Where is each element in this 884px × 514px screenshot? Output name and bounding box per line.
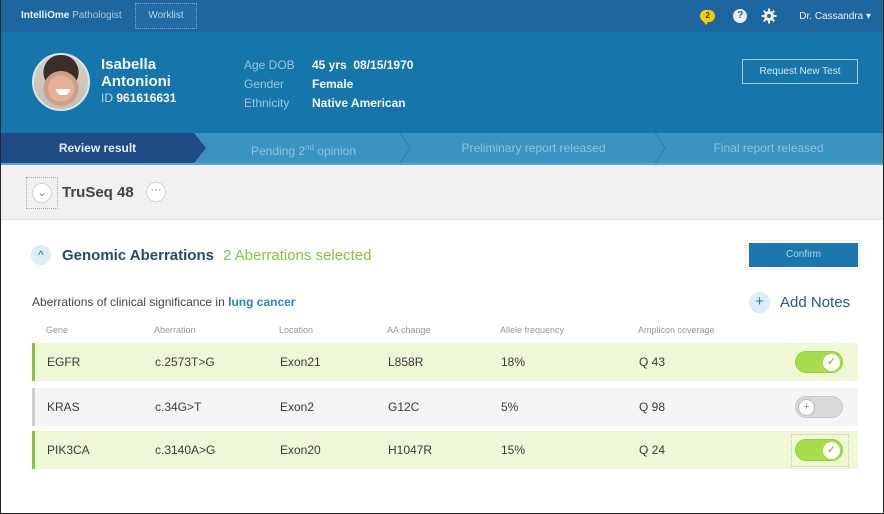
topbar-actions: 2 ? Dr. Cassandra ▾: [700, 0, 871, 32]
patient-demographics: Age DOB 45 yrs 08/15/1970 Gender Female …: [244, 56, 413, 113]
patient-first-name: Isabella: [101, 56, 157, 73]
select-toggle[interactable]: ✓: [795, 351, 843, 373]
cancer-type-link[interactable]: lung cancer: [228, 295, 296, 309]
step-label-sup: nd: [305, 143, 314, 152]
cell-allele-frequency: 18%: [501, 355, 526, 369]
cell-aberration: c.3140A>G: [155, 443, 216, 457]
cell-aberration: c.2573T>G: [155, 355, 215, 369]
gender-value: Female: [312, 77, 354, 91]
column-header-allele-frequency: Allele frequency: [500, 325, 565, 335]
age-dob-label: Age DOB: [244, 58, 295, 72]
brand-product: Pathologist: [72, 10, 122, 21]
section-title: Genomic Aberrations: [62, 247, 214, 264]
subtitle-text: Aberrations of clinical significance in: [32, 295, 229, 309]
cell-aa-change: H1047R: [388, 443, 433, 457]
test-panel-header: ⌄ TruSeq 48 ···: [1, 165, 883, 220]
cell-aberration: c.34G>T: [155, 400, 202, 414]
request-new-test-button[interactable]: Request New Test: [742, 59, 858, 84]
demographic-row: Ethnicity Native American: [244, 94, 413, 113]
cell-location: Exon2: [280, 400, 315, 414]
more-options-icon[interactable]: ···: [146, 182, 166, 202]
cell-gene: PIK3CA: [47, 443, 90, 457]
table-row: EGFR c.2573T>G Exon21 L858R 18% Q 43 ✓: [32, 343, 858, 381]
plus-icon: +: [798, 399, 815, 416]
gear-icon[interactable]: [761, 8, 777, 24]
cell-amplicon-coverage: Q 98: [639, 400, 666, 414]
confirm-button[interactable]: Confirm: [749, 243, 858, 267]
brand-name: IntelliOme: [21, 10, 70, 21]
chevron-down-icon[interactable]: ⌄: [32, 183, 52, 203]
add-notes-button[interactable]: + Add Notes: [749, 292, 850, 313]
cell-amplicon-coverage: Q 24: [639, 443, 666, 457]
step-review-result[interactable]: Review result: [1, 133, 206, 163]
column-header-gene: Gene: [46, 325, 69, 335]
age-dob-value: 45 yrs 08/15/1970: [312, 58, 414, 72]
step-separator-icon: [399, 133, 411, 163]
patient-name: Isabella Antonioni: [101, 56, 171, 90]
cell-amplicon-coverage: Q 43: [639, 355, 666, 369]
ethnicity-value: Native American: [312, 96, 406, 110]
step-pending-second-opinion[interactable]: Pending 2nd opinion: [206, 133, 401, 163]
checkmark-icon: ✓: [823, 442, 840, 459]
step-label: Pending 2: [251, 144, 306, 158]
cell-aa-change: G12C: [388, 400, 420, 414]
patient-id-label: ID: [101, 91, 113, 105]
plus-icon: +: [749, 292, 770, 313]
add-notes-label: Add Notes: [780, 294, 851, 311]
toggle-focus-ring: [791, 434, 849, 467]
patient-avatar: [32, 53, 90, 111]
checkmark-icon: ✓: [823, 354, 840, 371]
cell-allele-frequency: 5%: [501, 400, 519, 414]
notification-badge-icon[interactable]: 2: [700, 10, 716, 25]
step-separator-icon: [654, 133, 666, 163]
gender-label: Gender: [244, 77, 285, 91]
patient-id: ID 961616631: [101, 91, 176, 105]
cell-aa-change: L858R: [388, 355, 424, 369]
column-header-location: Location: [279, 325, 314, 335]
select-toggle[interactable]: ✓: [795, 439, 843, 461]
top-navigation-bar: IntelliOme Pathologist Worklist 2 ?: [1, 0, 883, 32]
expand-test-focus[interactable]: ⌄: [26, 177, 58, 209]
step-label-rest: opinion: [313, 144, 356, 158]
table-header: Gene Aberration Location AA change Allel…: [32, 325, 858, 339]
cell-gene: KRAS: [47, 400, 80, 414]
step-preliminary-report[interactable]: Preliminary report released: [461, 141, 606, 155]
cell-location: Exon20: [280, 443, 321, 457]
aberrations-subtitle: Aberrations of clinical significance in …: [32, 295, 295, 309]
worklist-tab[interactable]: Worklist: [135, 3, 197, 29]
confirm-focus: Confirm: [745, 240, 860, 270]
select-toggle[interactable]: +: [795, 396, 843, 418]
help-icon[interactable]: ?: [733, 9, 748, 23]
cell-location: Exon21: [280, 355, 321, 369]
patient-last-name: Antonioni: [101, 73, 171, 90]
column-header-aberration: Aberration: [154, 325, 196, 335]
patient-header: Isabella Antonioni ID 961616631 Age DOB …: [1, 32, 883, 133]
cell-allele-frequency: 15%: [501, 443, 526, 457]
step-final-report[interactable]: Final report released: [713, 141, 824, 155]
ethnicity-label: Ethnicity: [244, 96, 290, 110]
demographic-row: Gender Female: [244, 75, 413, 94]
column-header-aa-change: AA change: [387, 325, 431, 335]
patient-id-value: 961616631: [116, 91, 177, 105]
table-row: KRAS c.34G>T Exon2 G12C 5% Q 98 +: [32, 388, 858, 426]
chevron-up-icon[interactable]: ^: [31, 245, 51, 265]
column-header-amplicon-coverage: Amplicon coverage: [638, 325, 715, 335]
table-row: PIK3CA c.3140A>G Exon20 H1047R 15% Q 24 …: [32, 431, 858, 469]
selected-count: 2 Aberrations selected: [223, 247, 372, 264]
demographic-row: Age DOB 45 yrs 08/15/1970: [244, 56, 413, 75]
cell-gene: EGFR: [47, 355, 81, 369]
test-title: TruSeq 48: [62, 184, 134, 201]
user-menu[interactable]: Dr. Cassandra ▾: [799, 10, 871, 22]
workflow-steps: Review result Pending 2nd opinion Prelim…: [1, 133, 883, 165]
app-brand: IntelliOme Pathologist: [21, 10, 122, 21]
